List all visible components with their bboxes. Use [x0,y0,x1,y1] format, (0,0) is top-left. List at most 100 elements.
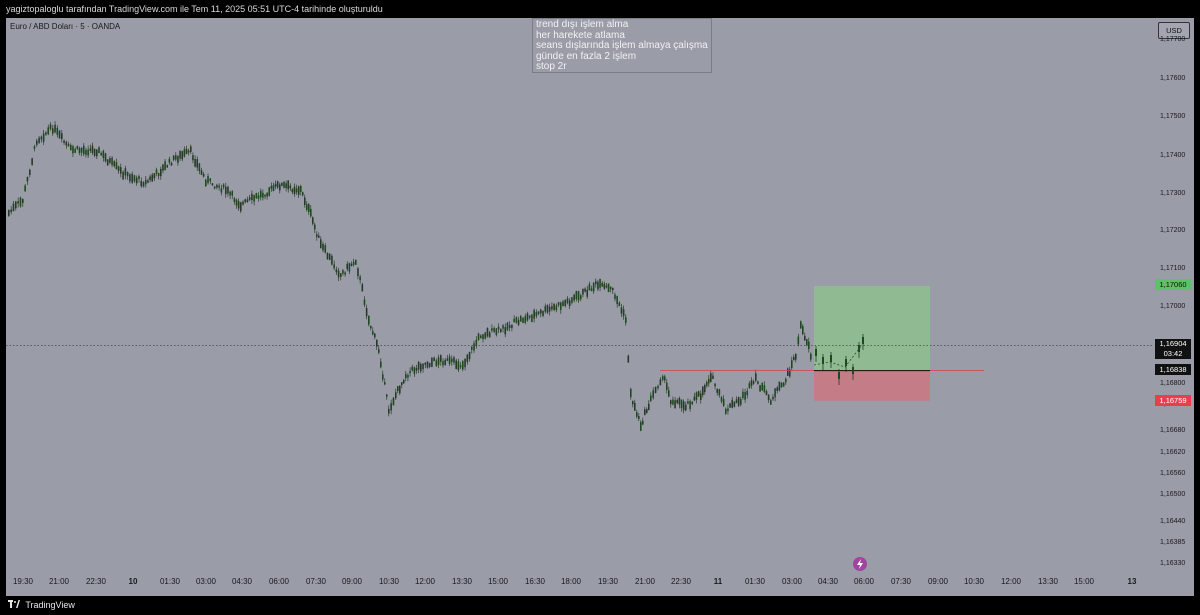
candle [672,399,674,405]
candle [716,389,719,393]
candle [93,148,96,156]
candle [220,188,223,193]
footer-brand[interactable]: TradingView [0,596,1200,615]
candle [8,209,10,216]
candle [580,295,582,300]
candle [170,162,173,166]
candle [424,362,427,365]
candle [420,363,422,372]
candle [100,152,102,156]
candle [473,343,475,351]
candle [668,390,670,397]
candle [486,328,489,337]
candle [513,318,515,323]
price-tick-label: 1,16440 [1160,518,1186,525]
candle [344,272,346,275]
candle [838,372,840,379]
candle [403,380,405,384]
time-tick-label: 16:30 [524,577,546,586]
candle [780,382,783,388]
candle [350,263,353,266]
currency-button[interactable]: USD [1158,22,1190,39]
candle [582,288,584,295]
price-tick-label: 1,16560 [1160,470,1186,477]
candle [149,176,151,181]
time-tick-label: 07:30 [305,577,327,586]
candle [70,144,72,151]
candle [361,284,364,292]
candle [761,382,764,391]
strategy-note[interactable]: trend dışı işlem alma her harekete atlam… [532,18,712,73]
candle [15,201,17,209]
candle [520,316,522,322]
candle [145,179,147,185]
price-path-dashed [813,344,863,368]
price-tick-label: 1,17400 [1160,152,1186,159]
candle [511,324,513,329]
candle [687,401,689,404]
candle [731,399,734,408]
candle [276,181,279,188]
candle [33,146,36,149]
candle [752,381,755,384]
candle [52,128,54,134]
candle [636,412,638,417]
candle [407,374,409,378]
candle [38,137,40,143]
candle [274,183,277,187]
profit-zone [814,286,930,371]
candle [712,375,714,379]
time-tick-label: 01:30 [159,577,181,586]
candle [755,373,757,381]
candles [8,121,812,432]
candle [142,182,145,187]
candle [599,278,601,288]
candle [346,263,349,270]
candle [555,305,558,311]
candle [680,399,683,409]
candle [729,403,731,408]
candle [179,151,181,159]
chart-pane[interactable] [6,18,1194,596]
candle [638,416,640,419]
replay-icon[interactable] [853,557,867,571]
candle [175,155,177,160]
candle [806,339,808,346]
candle [618,302,621,307]
candle [138,176,140,180]
candle [462,361,464,370]
candle [564,299,567,306]
symbol-label[interactable]: Euro / ABD Doları · 5 · OANDA [10,22,121,31]
candle [164,161,166,171]
candle [320,239,322,249]
candle [500,328,502,333]
candle [67,144,70,147]
candle [562,301,564,306]
candle [40,136,43,140]
candle [355,259,357,265]
candle [584,288,586,292]
candle [117,166,120,171]
candle [397,386,399,391]
candle [800,321,802,329]
candle [279,184,281,191]
candle [597,281,599,290]
candle [368,315,370,325]
candle [746,390,749,396]
candle [782,382,785,387]
price-tick-label: 1,16385 [1160,539,1186,546]
candle [770,400,772,405]
candle [187,150,190,153]
note-line: trend dışı işlem alma [536,19,629,30]
candle [650,395,652,401]
candle [475,339,478,346]
candle [22,199,24,204]
candle [378,349,380,353]
candle [708,378,710,384]
note-line: her harekete atlama [536,29,625,41]
candle [318,235,320,238]
note-line: seans dışlarında işlem almaya çalışma [536,40,708,51]
time-tick-label: 15:00 [1073,577,1095,586]
candle [733,401,736,407]
